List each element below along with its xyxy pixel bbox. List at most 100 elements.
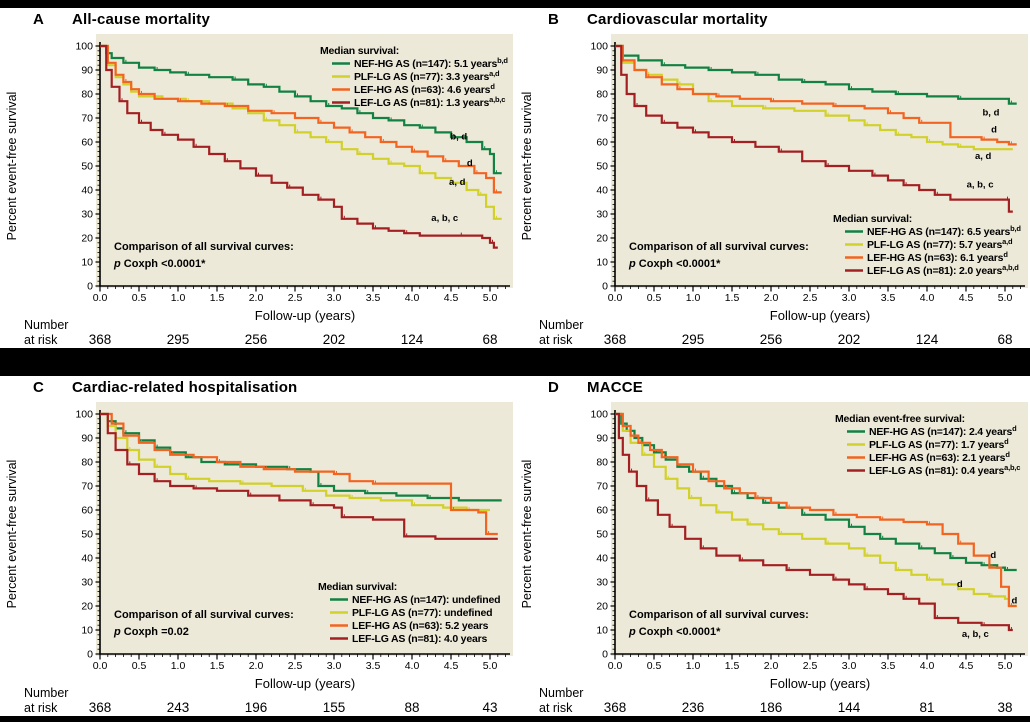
panel-b: B Cardiovascular mortality 0.0 0.5 1.0 1.5 2.…: [515, 8, 1030, 348]
legend-item: LEF-HG AS (n=63): 5.2 years: [352, 620, 489, 632]
legend-item: NEF-HG AS (n=147): 5.1 yearsb,d: [354, 56, 508, 70]
panel-d-title-text: MACCE: [587, 379, 643, 396]
x-tick-label: 2.5: [803, 292, 818, 304]
y-tick-label: 40: [81, 185, 93, 197]
curve-annotation: d: [467, 158, 473, 169]
number-at-risk-label1: Number: [539, 318, 583, 332]
comparison-line1: Comparison of all survival curves:: [114, 609, 294, 621]
x-tick-label: 0.0: [608, 660, 623, 672]
x-tick-label: 3.0: [842, 292, 857, 304]
curve-annotation: d: [957, 579, 963, 590]
comparison-line2: p Coxph <0.0001*: [113, 258, 206, 270]
y-tick-label: 30: [81, 577, 93, 589]
legend-item: LEF-LG AS (n=81): 0.4 yearsa,b,c: [869, 463, 1020, 477]
survival-curve-nef-hg-as: [100, 44, 502, 175]
panel-d-letter: D: [548, 379, 560, 396]
y-tick-label: 20: [596, 601, 608, 613]
x-tick-label: 4.5: [444, 660, 459, 672]
legend-item: PLF-LG AS (n=77): undefined: [352, 607, 492, 619]
plot-area: [96, 402, 513, 656]
y-tick-label: 50: [81, 161, 93, 173]
number-at-risk-label2: at risk: [24, 701, 58, 715]
legend-item: PLF-LG AS (n=77): 5.7 yearsa,d: [867, 237, 1013, 251]
legend-item: NEF-HG AS (n=147): 6.5 yearsb,d: [867, 224, 1021, 238]
x-tick-label: 4.5: [959, 660, 974, 672]
risk-value: 68: [997, 332, 1012, 347]
x-tick-label: 2.0: [249, 292, 264, 304]
x-tick-label: 3.5: [366, 292, 381, 304]
y-tick-label: 50: [596, 161, 608, 173]
y-tick-label: 10: [596, 625, 608, 637]
y-tick-label: 80: [81, 89, 93, 101]
curve-annotation: b, d: [450, 132, 467, 143]
survival-curve-lef-lg-as: [615, 412, 1013, 632]
legend-item: LEF-LG AS (n=81): 4.0 years: [352, 633, 487, 645]
survival-chart-c: 0.0 0.5 1.0 1.5 2.0 2.5 3.0 3.5 4.0 4.5 5.0 0 10 20 30…: [5, 402, 513, 715]
survival-curve-plf-lg-as: [615, 412, 1017, 608]
legend-item: NEF-HG AS (n=147): undefined: [352, 594, 500, 606]
y-tick-label: 40: [596, 185, 608, 197]
x-tick-label: 4.5: [959, 292, 974, 304]
curve-annotation: d: [991, 124, 997, 135]
y-tick-label: 80: [81, 457, 93, 469]
y-tick-label: 100: [590, 41, 608, 53]
survival-curve-nef-hg-as: [615, 412, 1017, 572]
legend-title: Median survival:: [318, 581, 397, 593]
number-at-risk-label1: Number: [24, 318, 68, 332]
y-tick-label: 20: [81, 233, 93, 245]
legend-item: LEF-LG AS (n=81): 1.3 yearsa,b,c: [354, 95, 505, 109]
y-tick-label: 100: [75, 409, 93, 421]
curve-annotation: a, d: [975, 151, 992, 162]
y-tick-label: 70: [81, 481, 93, 493]
survival-curve-lef-lg-as: [100, 44, 498, 249]
y-tick-label: 20: [81, 601, 93, 613]
y-tick-label: 40: [596, 553, 608, 565]
comparison-line2: p Coxph =0.02: [113, 626, 189, 638]
y-tick-label: 0: [87, 649, 93, 661]
legend-title: Median event-free survival:: [835, 413, 965, 425]
risk-value: 81: [919, 700, 934, 715]
y-tick-label: 40: [81, 553, 93, 565]
y-tick-label: 20: [596, 233, 608, 245]
x-tick-label: 5.0: [998, 292, 1013, 304]
panel-d: D MACCE 0.0 0.5 1.0 1.5 2.0 2.5 3.0 3.5 4.0 4.5 5.0…: [515, 376, 1030, 716]
x-tick-label: 3.0: [327, 292, 342, 304]
comparison-line1: Comparison of all survival curves:: [629, 609, 809, 621]
survival-curve-lef-hg-as: [615, 412, 1017, 608]
y-tick-label: 10: [81, 625, 93, 637]
risk-value: 202: [838, 332, 861, 347]
panel-c-title-text: Cardiac-related hospitalisation: [72, 379, 298, 396]
risk-value: 368: [89, 332, 112, 347]
x-tick-label: 5.0: [483, 292, 498, 304]
y-tick-label: 60: [596, 505, 608, 517]
panel-b-title: B Cardiovascular mortality: [515, 8, 1030, 32]
y-tick-label: 30: [596, 209, 608, 221]
panel-d-title: D MACCE: [515, 376, 1030, 400]
curve-annotation: a, b, c: [962, 629, 989, 640]
y-tick-label: 70: [596, 113, 608, 125]
x-tick-label: 1.5: [210, 292, 225, 304]
panel-c: C Cardiac-related hospitalisation 0.0 0.5 1…: [0, 376, 515, 716]
x-tick-label: 1.5: [725, 660, 740, 672]
survival-chart-a: 0.0 0.5 1.0 1.5 2.0 2.5 3.0 3.5 4.0 4.5 5.0 0 10 20 30…: [5, 34, 513, 347]
x-tick-label: 0.5: [647, 660, 662, 672]
curve-annotation: b, d: [983, 108, 1000, 119]
survival-chart-b: 0.0 0.5 1.0 1.5 2.0 2.5 3.0 3.5 4.0 4.5 5.0 0 10 20 30…: [520, 34, 1028, 347]
y-tick-label: 90: [81, 433, 93, 445]
y-axis-label: Percent event-free survival: [520, 460, 534, 609]
panel-a-title-text: All-cause mortality: [72, 11, 211, 28]
risk-value: 124: [401, 332, 424, 347]
risk-value: 295: [682, 332, 705, 347]
risk-value: 186: [760, 700, 783, 715]
legend-item: LEF-LG AS (n=81): 2.0 yearsa,b,d: [867, 263, 1019, 277]
x-tick-label: 1.0: [686, 660, 701, 672]
x-tick-label: 1.5: [725, 292, 740, 304]
legend-item: LEF-HG AS (n=63): 4.6 yearsd: [354, 82, 495, 96]
x-tick-label: 2.5: [803, 660, 818, 672]
panel-c-title: C Cardiac-related hospitalisation: [0, 376, 515, 400]
x-tick-label: 1.5: [210, 660, 225, 672]
legend-item: NEF-HG AS (n=147): 2.4 yearsd: [869, 424, 1017, 438]
curve-annotation: a, b, c: [967, 180, 994, 191]
panel-b-letter: B: [548, 11, 560, 28]
number-at-risk-label2: at risk: [539, 333, 573, 347]
